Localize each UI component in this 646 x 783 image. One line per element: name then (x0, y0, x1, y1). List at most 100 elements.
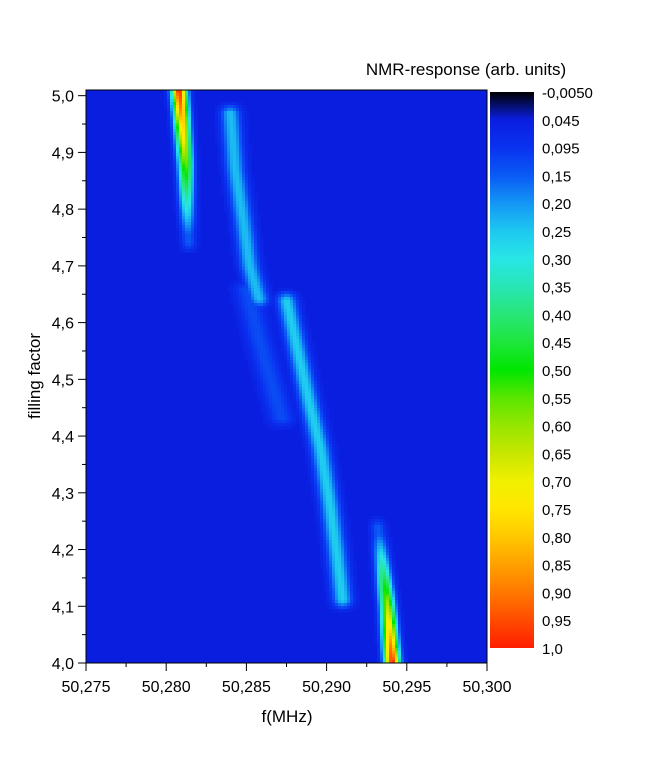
heatmap-cell (254, 351, 258, 355)
heatmap-cell (260, 276, 264, 280)
heatmap-cell (302, 420, 306, 424)
heatmap-cell (284, 306, 288, 310)
heatmap-cell (368, 528, 372, 532)
heatmap-cell (182, 120, 186, 124)
heatmap-cell (329, 606, 333, 610)
heatmap-cell (251, 180, 255, 184)
heatmap-cell (350, 579, 354, 583)
heatmap-cell (251, 186, 255, 190)
heatmap-cell (302, 333, 306, 337)
heatmap-cell (260, 339, 264, 343)
heatmap-cell (329, 597, 333, 601)
heatmap-cell (284, 372, 288, 376)
heatmap-cell (380, 579, 384, 583)
heatmap-cell (308, 474, 312, 478)
heatmap-cell (251, 330, 255, 334)
heatmap-cell (260, 264, 264, 268)
colorbar-label: 0,15 (542, 168, 571, 185)
heatmap-cell (239, 336, 243, 340)
heatmap-cell (395, 585, 399, 589)
heatmap-cell (170, 144, 174, 148)
heatmap-cell (263, 378, 267, 382)
heatmap-cell (176, 228, 180, 232)
heatmap-cell (281, 339, 285, 343)
heatmap-cell (182, 150, 186, 154)
heatmap-cell (398, 615, 402, 619)
heatmap-cell (239, 267, 243, 271)
heatmap-cell (323, 480, 327, 484)
heatmap-cell (236, 261, 240, 265)
heatmap-cell (233, 165, 237, 169)
heatmap-cell (314, 396, 318, 400)
heatmap-cell (275, 324, 279, 328)
heatmap-cell (320, 552, 324, 556)
heatmap-cell (323, 579, 327, 583)
heatmap-cell (263, 366, 267, 370)
heatmap-cell (227, 108, 231, 112)
heatmap-cell (227, 138, 231, 142)
heatmap-cell (278, 327, 282, 331)
heatmap-cell (239, 234, 243, 238)
heatmap-cell (185, 132, 189, 136)
heatmap-cell (254, 273, 258, 277)
heatmap-cell (167, 114, 171, 118)
heatmap-cell (239, 135, 243, 139)
heatmap-cell (248, 189, 252, 193)
heatmap-cell (305, 342, 309, 346)
heatmap-cell (299, 297, 303, 301)
heatmap-cell (341, 579, 345, 583)
heatmap-cell (308, 354, 312, 358)
heatmap-cell (230, 135, 234, 139)
heatmap-cell (257, 360, 261, 364)
heatmap-cell (371, 567, 375, 571)
heatmap-cell (377, 549, 381, 553)
heatmap-cell (296, 330, 300, 334)
colorbar-label: 0,80 (542, 530, 571, 547)
heatmap-cell (242, 129, 246, 133)
heatmap-cell (299, 375, 303, 379)
heatmap-cell (254, 204, 258, 208)
heatmap-cell (176, 132, 180, 136)
heatmap-cell (302, 336, 306, 340)
heatmap-cell (227, 135, 231, 139)
heatmap-cell (269, 288, 273, 292)
heatmap-cell (341, 522, 345, 526)
heatmap-cell (380, 597, 384, 601)
heatmap-cell (191, 162, 195, 166)
heatmap-cell (347, 549, 351, 553)
heatmap-cell (269, 393, 273, 397)
heatmap-cell (188, 180, 192, 184)
heatmap-cell (353, 585, 357, 589)
heatmap-cell (176, 174, 180, 178)
heatmap-cell (263, 300, 267, 304)
heatmap-cell (227, 189, 231, 193)
heatmap-cell (236, 264, 240, 268)
heatmap-cell (278, 300, 282, 304)
heatmap-cell (242, 114, 246, 118)
heatmap-cell (236, 312, 240, 316)
heatmap-cell (218, 108, 222, 112)
heatmap-cell (176, 159, 180, 163)
heatmap-cell (263, 291, 267, 295)
heatmap-cell (296, 318, 300, 322)
heatmap-cell (245, 138, 249, 142)
heatmap-cell (248, 213, 252, 217)
heatmap-cell (230, 216, 234, 220)
heatmap-cell (341, 528, 345, 532)
heatmap-cell (248, 216, 252, 220)
heatmap-cell (284, 312, 288, 316)
heatmap-cell (335, 555, 339, 559)
heatmap-cell (389, 564, 393, 568)
heatmap-cell (251, 336, 255, 340)
heatmap-cell (374, 597, 378, 601)
heatmap-cell (194, 249, 198, 253)
heatmap-cell (308, 411, 312, 415)
heatmap-cell (392, 567, 396, 571)
heatmap-cell (263, 330, 267, 334)
heatmap-cell (350, 597, 354, 601)
heatmap-cell (239, 327, 243, 331)
heatmap-cell (254, 240, 258, 244)
heatmap-cell (314, 504, 318, 508)
heatmap-cell (227, 231, 231, 235)
heatmap-cell (260, 300, 264, 304)
